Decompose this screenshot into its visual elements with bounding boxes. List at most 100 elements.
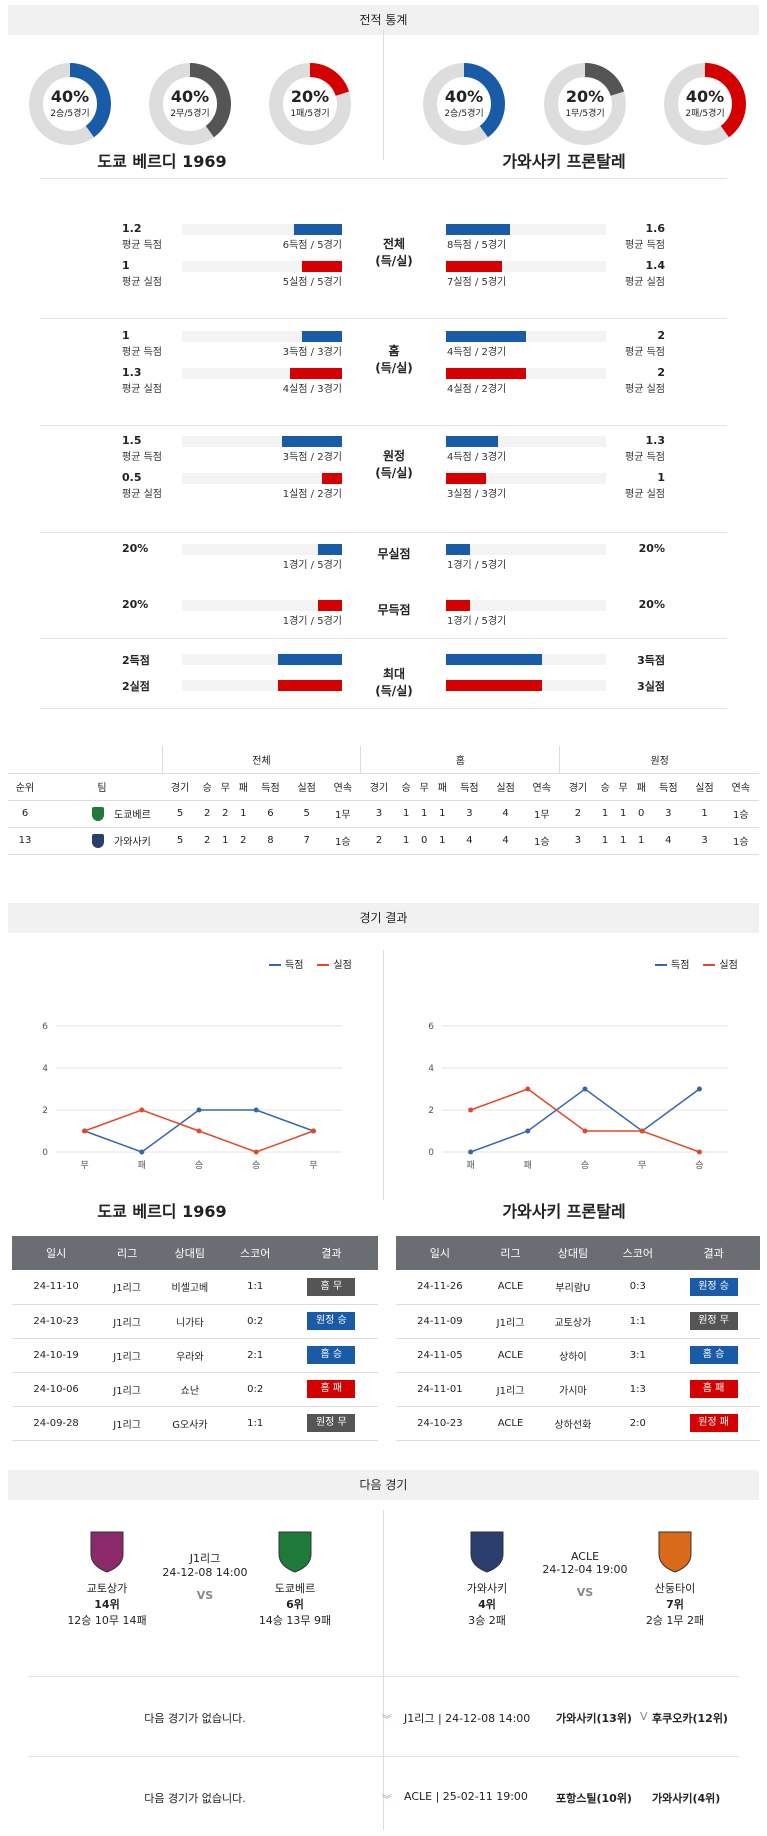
results-cell: J1리그: [100, 1406, 155, 1441]
next-team-b[interactable]: 도쿄베르 6위 14승 13무 9패: [250, 1530, 340, 1628]
data-point: [310, 1128, 316, 1134]
results-cell: 니가타: [154, 1304, 226, 1339]
table-row: 24-11-05 ACLE 상하이 3:1 홈 승: [396, 1338, 760, 1373]
y-tick-label: 4: [428, 1064, 434, 1074]
col-header: 연속: [324, 773, 361, 801]
next-datetime: 24-12-08 14:00: [162, 1566, 248, 1579]
next-team-rank: 4위: [478, 1598, 496, 1611]
right-count: 4실점 / 2경기: [447, 384, 507, 395]
table-row: 24-11-10 J1리그 비셀고베 1:1 홈 무: [12, 1270, 378, 1305]
stat-label-line1: 무실점: [377, 547, 411, 561]
stat-cell: 1: [433, 827, 452, 855]
results-cell: 2:0: [608, 1406, 668, 1441]
col-header: 승: [198, 773, 217, 801]
donut-5: 20% 1무/5경기: [543, 62, 627, 146]
stat-cell: 1무: [523, 800, 560, 828]
y-tick-label: 2: [428, 1106, 434, 1116]
results-header: 스코어: [225, 1236, 285, 1270]
donut-percent: 20%: [565, 87, 605, 106]
y-tick-label: 0: [428, 1148, 434, 1158]
donut-6: 40% 2패/5경기: [663, 62, 747, 146]
x-tick-label: 무: [80, 1160, 88, 1171]
stat-cell: 3: [559, 827, 597, 855]
table-row: 6 도쿄베르 5 2 2 1 6 5 1무 3 1 1 1 3 4 1무 2 1 1 0 3 1 1승: [8, 800, 759, 828]
chart-left: 득점 실점 0 2 4 6 무 패 승 승 무: [34, 950, 354, 1180]
legend-line: [655, 964, 667, 966]
col-team: 팀: [42, 773, 162, 801]
stat-cell: 1승: [722, 827, 759, 855]
upcoming-team-1: 포항스틸(10위): [556, 1792, 632, 1805]
upcoming-team-2: 가와사키(4위): [652, 1792, 721, 1805]
table-row: 24-10-19 J1리그 우라와 2:1 홈 승: [12, 1338, 378, 1373]
x-tick-label: 패: [138, 1160, 146, 1171]
data-point: [139, 1149, 145, 1155]
left-value: 2실점: [122, 680, 150, 693]
next-team-a[interactable]: 교토상가 14위 12승 10무 14패: [62, 1530, 152, 1628]
result-cell: 홈 무: [284, 1270, 378, 1305]
chevron-down-icon[interactable]: ︾: [382, 1715, 392, 1726]
donut-percent: 40%: [170, 87, 210, 106]
right-track: [446, 261, 606, 272]
left-bar: [318, 600, 342, 611]
next-section-header: 다음 경기: [8, 1470, 759, 1500]
ranking-table: 전체 홈 원정 순위 팀 경기 승 무 패 득점 실점 연속 경기 승 무 패 득점 실점 연속 경기 승 무 패 득점…: [8, 746, 759, 855]
right-count: 7실점 / 5경기: [447, 277, 507, 288]
away-team-name-2: 가와사키 프론탈레: [502, 1202, 626, 1221]
left-label: 평균 득점: [122, 452, 162, 463]
next-team-b[interactable]: 산둥타이 7위 2승 1무 2패: [630, 1530, 720, 1628]
stat-cell: 2: [216, 800, 235, 828]
chevron-down-icon[interactable]: ︾: [382, 1795, 392, 1806]
donut-record: 2승/5경기: [444, 109, 484, 119]
legend-label: 득점: [285, 960, 304, 971]
right-label: 평균 실점: [625, 384, 665, 395]
stat-label-line2: (득/실): [375, 684, 413, 698]
col-header: 경기: [162, 773, 199, 801]
donut-record: 1무/5경기: [565, 109, 605, 119]
right-track: [446, 473, 606, 484]
next-team-a[interactable]: 가와사키 4위 3승 2패: [442, 1530, 532, 1628]
results-cell: 0:2: [225, 1372, 285, 1407]
right-track: [446, 436, 606, 447]
right-track: [446, 600, 606, 611]
col-header: 무: [415, 773, 434, 801]
right-track: [446, 544, 606, 555]
results-cell: ACLE: [483, 1338, 538, 1373]
divider: [383, 950, 384, 1200]
next-team-rank: 7위: [666, 1598, 684, 1611]
chart-right: 득점 실점 0 2 4 6 패 패 승 무 승: [420, 950, 740, 1180]
table-row: 24-10-06 J1리그 쇼난 0:2 홈 패: [12, 1372, 378, 1407]
left-count: 3득점 / 2경기: [282, 452, 342, 463]
stat-cell: 1승: [722, 800, 759, 828]
data-point: [468, 1107, 474, 1113]
left-label: 평균 득점: [122, 347, 162, 358]
results-section-header: 경기 결과: [8, 903, 759, 933]
results-cell: J1리그: [100, 1372, 155, 1407]
results-header: 리그: [483, 1236, 538, 1270]
stat-cell: 0: [632, 800, 651, 828]
left-value: 1.3: [122, 366, 142, 379]
data-point: [139, 1107, 145, 1113]
stat-label-line1: 원정: [382, 449, 406, 463]
rank-cell: 6: [8, 800, 42, 828]
right-count: 1경기 / 5경기: [447, 560, 507, 571]
upcoming-info: J1리그 | 24-12-08 14:00: [404, 1712, 531, 1725]
next-team-record: 3승 2패: [468, 1614, 506, 1627]
data-point: [582, 1086, 588, 1092]
data-point: [253, 1107, 259, 1113]
next-team-rank: 14위: [94, 1598, 120, 1611]
stat-cell: 3: [686, 827, 723, 855]
col-header: 득점: [451, 773, 488, 801]
left-value: 2득점: [122, 654, 150, 667]
y-tick-label: 4: [42, 1064, 48, 1074]
home-team-name-2: 도쿄 베르디 1969: [97, 1202, 227, 1221]
divider: [40, 708, 727, 709]
col-header: 패: [234, 773, 253, 801]
col-header: 연속: [523, 773, 560, 801]
right-label: 평균 득점: [625, 240, 665, 251]
legend-conceded: 실점: [317, 960, 352, 971]
rank-blank: [8, 746, 163, 774]
results-cell: 0:2: [225, 1304, 285, 1339]
table-row: 24-09-28 J1리그 G오사카 1:1 원정 무: [12, 1406, 378, 1441]
next-match-info: ACLE 24-12-04 19:00 VS: [530, 1550, 640, 1599]
right-value: 2: [657, 366, 665, 379]
